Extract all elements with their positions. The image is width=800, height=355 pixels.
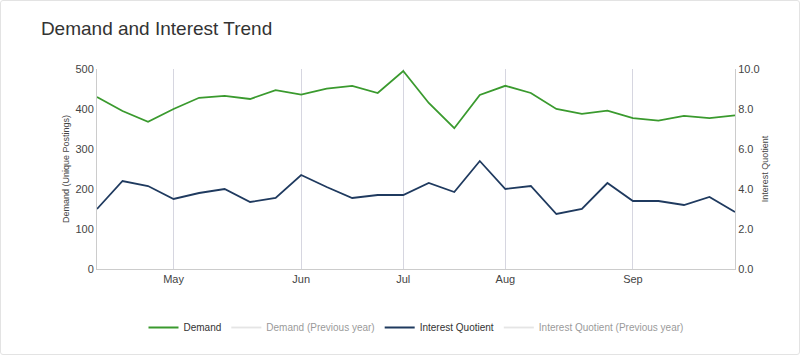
svg-text:Interest Quotient: Interest Quotient (760, 135, 770, 202)
svg-text:0: 0 (88, 263, 94, 275)
svg-text:Jun: Jun (292, 273, 310, 285)
svg-text:Demand and Interest Trend: Demand and Interest Trend (41, 18, 272, 39)
svg-text:100: 100 (75, 223, 93, 235)
svg-text:Aug: Aug (496, 273, 516, 285)
svg-text:500: 500 (75, 63, 93, 75)
svg-text:4.0: 4.0 (738, 183, 753, 195)
svg-text:Demand (Previous year): Demand (Previous year) (266, 322, 374, 333)
svg-text:6.0: 6.0 (738, 143, 753, 155)
svg-text:Demand: Demand (184, 322, 222, 333)
svg-text:Interest Quotient (Previous ye: Interest Quotient (Previous year) (539, 322, 684, 333)
svg-text:8.0: 8.0 (738, 103, 753, 115)
svg-text:10.0: 10.0 (738, 63, 759, 75)
svg-text:200: 200 (75, 183, 93, 195)
svg-text:May: May (163, 273, 184, 285)
svg-text:Jul: Jul (396, 273, 410, 285)
svg-text:Sep: Sep (623, 273, 643, 285)
svg-text:300: 300 (75, 143, 93, 155)
svg-text:Interest Quotient: Interest Quotient (420, 322, 494, 333)
svg-text:Demand (Unique Postings): Demand (Unique Postings) (61, 115, 71, 223)
svg-text:400: 400 (75, 103, 93, 115)
svg-text:0.0: 0.0 (738, 263, 753, 275)
svg-text:2.0: 2.0 (738, 223, 753, 235)
